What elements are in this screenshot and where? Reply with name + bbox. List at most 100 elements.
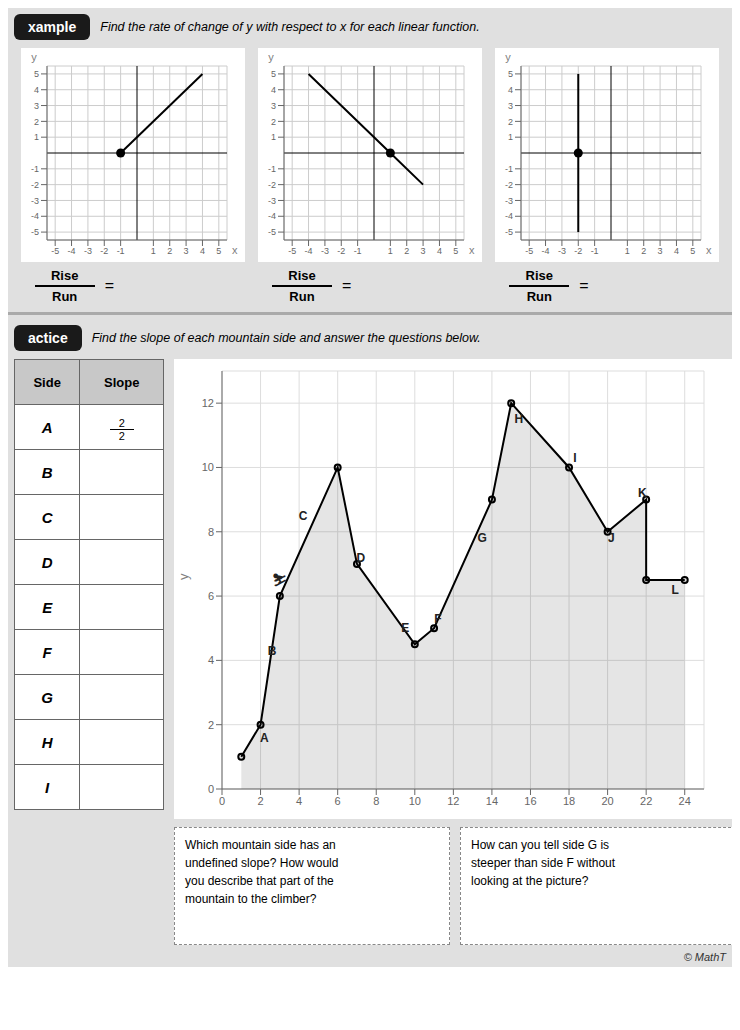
svg-text:-4: -4 — [31, 211, 39, 221]
svg-text:2: 2 — [257, 795, 263, 807]
svg-text:12: 12 — [202, 397, 214, 409]
svg-text:A: A — [260, 731, 269, 745]
svg-text:K: K — [638, 486, 647, 500]
svg-text:5: 5 — [216, 246, 221, 256]
svg-text:-2: -2 — [268, 180, 276, 190]
svg-text:20: 20 — [601, 795, 613, 807]
svg-text:0: 0 — [219, 795, 225, 807]
svg-text:3: 3 — [271, 101, 276, 111]
svg-text:4: 4 — [437, 246, 442, 256]
svg-text:4: 4 — [508, 85, 513, 95]
svg-text:F: F — [434, 612, 441, 626]
svg-text:18: 18 — [563, 795, 575, 807]
svg-text:5: 5 — [691, 246, 696, 256]
svg-text:24: 24 — [679, 795, 691, 807]
svg-text:-5: -5 — [31, 227, 39, 237]
svg-text:-3: -3 — [321, 246, 329, 256]
svg-text:3: 3 — [34, 101, 39, 111]
svg-text:5: 5 — [271, 69, 276, 79]
svg-text:y: y — [268, 51, 274, 63]
svg-text:-4: -4 — [505, 211, 513, 221]
svg-text:x: x — [706, 244, 712, 256]
svg-text:-3: -3 — [84, 246, 92, 256]
svg-text:-2: -2 — [100, 246, 108, 256]
svg-text:-2: -2 — [575, 246, 583, 256]
svg-text:-5: -5 — [525, 246, 533, 256]
svg-text:12: 12 — [447, 795, 459, 807]
svg-text:x: x — [232, 244, 238, 256]
svg-text:x: x — [469, 244, 475, 256]
svg-text:3: 3 — [508, 101, 513, 111]
svg-text:4: 4 — [34, 85, 39, 95]
svg-text:1: 1 — [151, 246, 156, 256]
svg-text:0: 0 — [208, 783, 214, 795]
svg-text:y: y — [176, 573, 191, 580]
svg-text:5: 5 — [34, 69, 39, 79]
svg-text:10: 10 — [409, 795, 421, 807]
svg-text:6: 6 — [208, 590, 214, 602]
svg-text:y: y — [31, 51, 37, 63]
svg-text:22: 22 — [640, 795, 652, 807]
svg-text:I: I — [573, 451, 576, 465]
svg-text:-3: -3 — [558, 246, 566, 256]
svg-text:5: 5 — [453, 246, 458, 256]
svg-text:-1: -1 — [116, 246, 124, 256]
svg-text:2: 2 — [271, 117, 276, 127]
svg-text:2: 2 — [508, 117, 513, 127]
svg-text:4: 4 — [674, 246, 679, 256]
svg-text:4: 4 — [200, 246, 205, 256]
svg-text:-1: -1 — [354, 246, 362, 256]
svg-text:-5: -5 — [505, 227, 513, 237]
svg-text:L: L — [671, 583, 678, 597]
svg-text:E: E — [401, 621, 409, 635]
svg-text:G: G — [478, 531, 487, 545]
svg-text:3: 3 — [183, 246, 188, 256]
svg-text:8: 8 — [373, 795, 379, 807]
svg-text:2: 2 — [404, 246, 409, 256]
svg-text:1: 1 — [271, 132, 276, 142]
svg-text:1: 1 — [388, 246, 393, 256]
svg-text:8: 8 — [208, 526, 214, 538]
svg-text:-1: -1 — [268, 164, 276, 174]
svg-text:-2: -2 — [505, 180, 513, 190]
svg-text:-5: -5 — [268, 227, 276, 237]
svg-text:1: 1 — [625, 246, 630, 256]
svg-text:3: 3 — [658, 246, 663, 256]
svg-text:4: 4 — [296, 795, 302, 807]
svg-text:C: C — [299, 509, 308, 523]
svg-text:-1: -1 — [31, 164, 39, 174]
svg-text:10: 10 — [202, 461, 214, 473]
svg-text:4: 4 — [271, 85, 276, 95]
svg-text:J: J — [608, 531, 615, 545]
svg-text:-3: -3 — [505, 196, 513, 206]
svg-text:D: D — [356, 551, 365, 565]
svg-text:2: 2 — [642, 246, 647, 256]
svg-text:1: 1 — [34, 132, 39, 142]
svg-text:-4: -4 — [305, 246, 313, 256]
svg-text:-5: -5 — [288, 246, 296, 256]
svg-text:-4: -4 — [542, 246, 550, 256]
svg-text:16: 16 — [524, 795, 536, 807]
svg-text:2: 2 — [34, 117, 39, 127]
svg-text:-5: -5 — [51, 246, 59, 256]
svg-text:-3: -3 — [268, 196, 276, 206]
svg-text:-1: -1 — [505, 164, 513, 174]
svg-text:⛷: ⛷ — [272, 573, 287, 587]
svg-text:4: 4 — [208, 654, 214, 666]
svg-text:14: 14 — [486, 795, 498, 807]
svg-text:H: H — [515, 412, 524, 426]
svg-text:-4: -4 — [67, 246, 75, 256]
svg-text:-1: -1 — [591, 246, 599, 256]
svg-text:3: 3 — [421, 246, 426, 256]
svg-text:6: 6 — [335, 795, 341, 807]
svg-text:y: y — [506, 51, 512, 63]
svg-text:-4: -4 — [268, 211, 276, 221]
svg-text:-3: -3 — [31, 196, 39, 206]
svg-text:2: 2 — [167, 246, 172, 256]
svg-text:2: 2 — [208, 719, 214, 731]
svg-text:-2: -2 — [31, 180, 39, 190]
svg-text:B: B — [268, 644, 277, 658]
svg-text:-2: -2 — [337, 246, 345, 256]
svg-text:1: 1 — [508, 132, 513, 142]
svg-text:5: 5 — [508, 69, 513, 79]
